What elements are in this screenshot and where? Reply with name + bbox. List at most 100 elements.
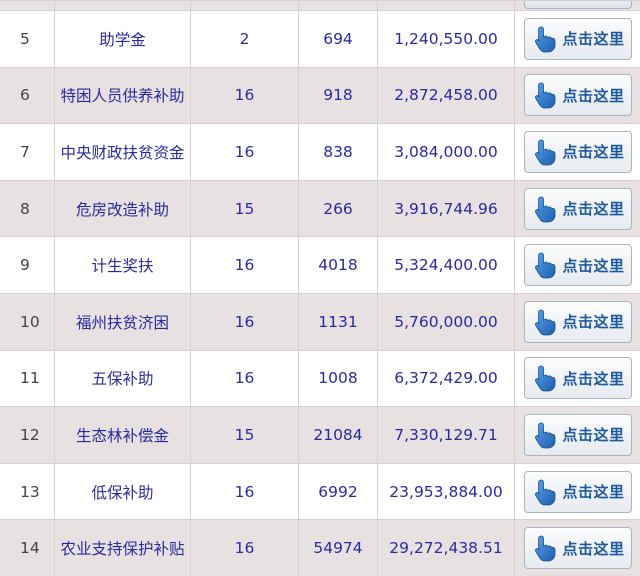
previous-row-edge: [0, 1, 640, 11]
click-here-button[interactable]: 点击这里: [523, 527, 632, 570]
click-here-button[interactable]: 点击这里: [523, 130, 632, 173]
people-count: 21084: [299, 407, 378, 463]
table-row: 10 福州扶贫济困 16 1131 5,760,000.00 点击这里: [0, 294, 640, 351]
click-here-button[interactable]: 点击这里: [523, 300, 632, 343]
table-row: 8 危房改造补助 15 266 3,916,744.96 点击这里: [0, 180, 640, 238]
subsidy-count: 15: [191, 180, 299, 237]
action-cell: 点击这里: [515, 464, 640, 520]
people-count: 4018: [299, 237, 378, 293]
subsidy-name: 中央财政扶贫资金: [55, 124, 191, 180]
pointing-hand-icon: [534, 309, 555, 336]
click-here-button[interactable]: 点击这里: [523, 470, 632, 513]
people-count: 838: [299, 124, 378, 180]
pointing-hand-icon: [534, 365, 555, 392]
people-count: 1131: [299, 294, 378, 350]
action-cell: 点击这里: [515, 351, 640, 407]
subsidy-amount: 5,760,000.00: [378, 294, 515, 350]
table-row: 7 中央财政扶贫资金 16 838 3,084,000.00 点击这里: [0, 124, 640, 181]
click-here-label: 点击这里: [562, 86, 625, 105]
subsidy-amount: 7,330,129.71: [378, 407, 515, 463]
subsidy-name: 农业支持保护补贴: [55, 520, 191, 576]
click-here-label: 点击这里: [562, 200, 625, 219]
click-here-label: 点击这里: [562, 313, 625, 332]
subsidy-amount: 6,372,429.00: [378, 350, 515, 407]
subsidy-count: 16: [191, 124, 299, 180]
table-row: 9 计生奖扶 16 4018 5,324,400.00 点击这里: [0, 237, 640, 294]
people-count: 918: [299, 67, 378, 124]
pointing-hand-icon: [534, 26, 555, 53]
click-here-button[interactable]: 点击这里: [523, 357, 632, 400]
action-cell: 点击这里: [515, 237, 640, 293]
subsidy-name: 计生奖扶: [55, 237, 191, 293]
subsidy-name: 危房改造补助: [55, 180, 191, 237]
row-index: 12: [0, 407, 55, 463]
click-here-button[interactable]: 点击这里: [523, 187, 632, 230]
table-row: 11 五保补助 16 1008 6,372,429.00 点击这里: [0, 350, 640, 408]
click-here-button[interactable]: 点击这里: [523, 244, 632, 287]
subsidy-name: 特困人员供养补助: [55, 67, 191, 124]
subsidy-count: 16: [191, 350, 299, 407]
subsidy-name: 福州扶贫济困: [55, 294, 191, 350]
table-row: 13 低保补助 16 6992 23,953,884.00 点击这里: [0, 463, 640, 521]
row-index: 6: [0, 67, 55, 124]
click-here-button[interactable]: 点击这里: [523, 413, 632, 456]
people-count: 694: [299, 11, 378, 67]
previous-click-button-edge[interactable]: [523, 1, 632, 9]
subsidy-amount: 2,872,458.00: [378, 67, 515, 124]
click-here-label: 点击这里: [562, 256, 625, 275]
pointing-hand-icon: [534, 82, 555, 109]
row-index: 13: [0, 463, 55, 520]
table-row: 14 农业支持保护补贴 16 54974 29,272,438.51 点击这里: [0, 520, 640, 576]
click-here-label: 点击这里: [562, 426, 625, 445]
subsidy-amount: 1,240,550.00: [378, 11, 515, 67]
subsidy-amount: 3,084,000.00: [378, 124, 515, 180]
row-index: 9: [0, 237, 55, 293]
subsidy-name: 五保补助: [55, 350, 191, 407]
subsidy-count: 16: [191, 463, 299, 520]
click-here-label: 点击这里: [562, 483, 625, 502]
click-here-label: 点击这里: [562, 539, 625, 558]
subsidy-amount: 3,916,744.96: [378, 180, 515, 237]
subsidy-count: 16: [191, 237, 299, 293]
click-here-label: 点击这里: [562, 143, 625, 162]
pointing-hand-icon: [534, 252, 555, 279]
subsidy-count: 15: [191, 407, 299, 463]
subsidy-amount: 23,953,884.00: [378, 463, 515, 520]
pointing-hand-icon: [534, 139, 555, 166]
people-count: 266: [299, 180, 378, 237]
subsidy-amount: 29,272,438.51: [378, 520, 515, 576]
subsidy-name: 低保补助: [55, 463, 191, 520]
row-index: 10: [0, 294, 55, 350]
row-index: 7: [0, 124, 55, 180]
table-row: 6 特困人员供养补助 16 918 2,872,458.00 点击这里: [0, 67, 640, 125]
pointing-hand-icon: [534, 196, 555, 222]
click-here-button[interactable]: 点击这里: [523, 17, 632, 60]
people-count: 6992: [299, 463, 378, 520]
subsidy-name: 生态林补偿金: [55, 407, 191, 463]
click-here-button[interactable]: 点击这里: [523, 74, 632, 117]
action-cell: 点击这里: [515, 294, 640, 350]
people-count: 1008: [299, 350, 378, 407]
row-index: 8: [0, 180, 55, 237]
pointing-hand-icon: [534, 422, 555, 449]
pointing-hand-icon: [534, 535, 555, 562]
table-row: 12 生态林补偿金 15 21084 7,330,129.71 点击这里: [0, 407, 640, 464]
subsidy-count: 16: [191, 520, 299, 576]
row-index: 14: [0, 520, 55, 576]
pointing-hand-icon: [534, 479, 555, 505]
table-row: 5 助学金 2 694 1,240,550.00 点击这里: [0, 11, 640, 68]
subsidy-count: 16: [191, 67, 299, 124]
action-cell: 点击这里: [515, 181, 640, 237]
subsidy-count: 2: [191, 11, 299, 67]
action-cell: 点击这里: [515, 520, 640, 576]
row-index: 11: [0, 350, 55, 407]
row-index: 5: [0, 11, 55, 67]
click-here-label: 点击这里: [562, 369, 625, 388]
action-cell: 点击这里: [515, 68, 640, 124]
subsidy-count: 16: [191, 294, 299, 350]
click-here-label: 点击这里: [562, 30, 625, 49]
subsidy-name: 助学金: [55, 11, 191, 67]
action-cell: 点击这里: [515, 407, 640, 463]
action-cell: 点击这里: [515, 124, 640, 180]
